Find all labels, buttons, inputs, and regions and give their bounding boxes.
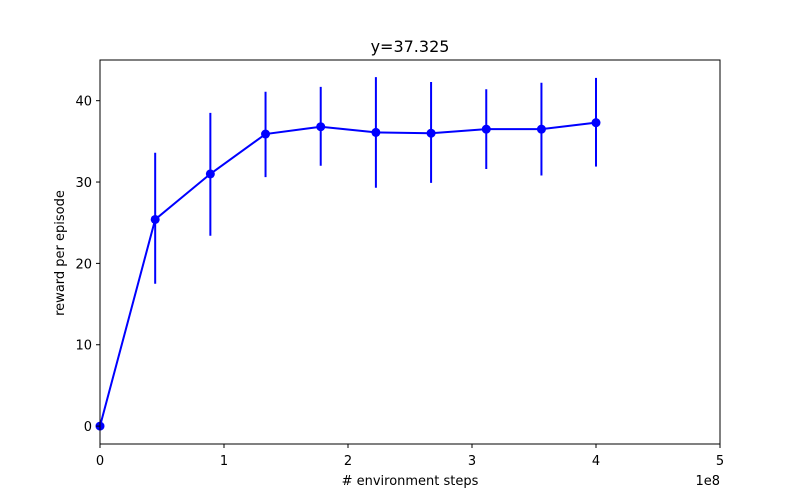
- data-point: [426, 128, 436, 138]
- y-axis-label: reward per episode: [53, 190, 68, 316]
- y-tick-label: 0: [84, 420, 92, 435]
- y-tick-label: 20: [75, 257, 92, 272]
- x-tick-label: 4: [592, 454, 600, 469]
- data-point: [205, 169, 215, 179]
- x-tick-label: 2: [344, 454, 352, 469]
- y-tick-label: 40: [75, 95, 92, 110]
- data-point: [591, 118, 601, 128]
- x-tick-label: 0: [96, 454, 104, 469]
- data-point: [150, 214, 160, 224]
- data-point: [316, 122, 326, 132]
- x-tick-label: 3: [468, 454, 476, 469]
- data-marks: [95, 77, 601, 431]
- x-axis-label: # environment steps: [342, 474, 479, 489]
- x-tick-label: 1: [220, 454, 228, 469]
- data-point: [261, 129, 271, 139]
- data-point: [481, 124, 491, 134]
- axes: 0 1 2 3 4 5 0 10 20 30 40: [75, 59, 724, 469]
- y-tick-label: 10: [75, 339, 92, 354]
- y-tick-label: 30: [75, 176, 92, 191]
- data-point: [536, 124, 546, 134]
- x-tick-label: 5: [716, 454, 724, 469]
- plot-frame: [99, 59, 721, 445]
- data-point: [371, 127, 381, 137]
- series-line: [99, 121, 597, 427]
- x-axis-offset-label: 1e8: [695, 474, 720, 489]
- chart-title: y=37.325: [371, 37, 450, 56]
